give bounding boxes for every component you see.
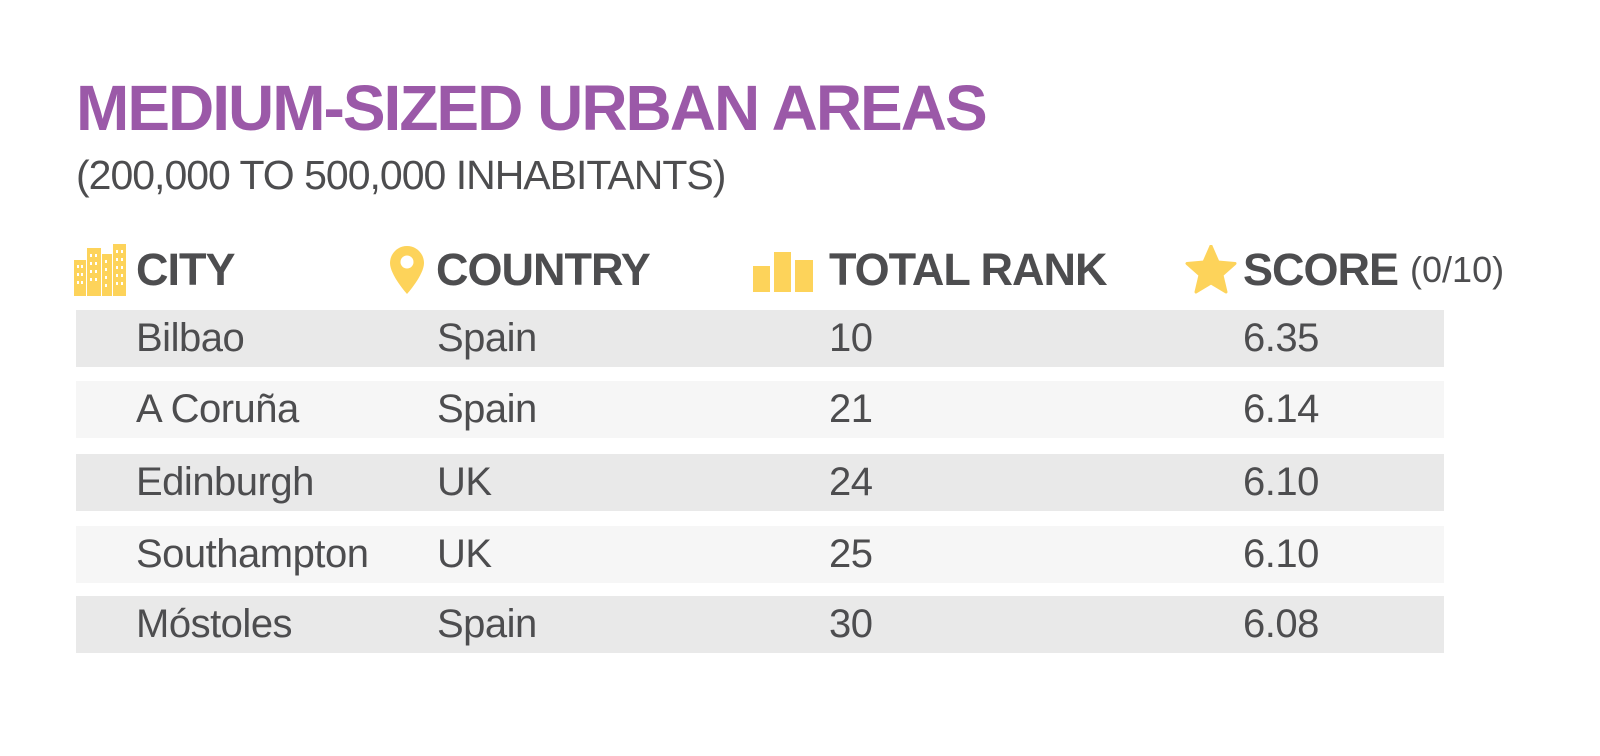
score-cell: 6.14 — [1243, 387, 1319, 431]
table-row: Móstoles Spain 30 6.08 — [76, 596, 1444, 653]
rank-cell: 30 — [829, 602, 873, 646]
score-cell: 6.10 — [1243, 532, 1319, 576]
city-cell: Southampton — [136, 532, 369, 576]
header-rank: TOTAL RANK — [753, 240, 1107, 300]
header-score-label: SCORE — [1243, 244, 1399, 295]
table-row: Bilbao Spain 10 6.35 — [76, 310, 1444, 367]
header-country: COUNTRY — [390, 240, 651, 300]
country-cell: UK — [437, 460, 492, 504]
header-rank-label: TOTAL RANK — [829, 244, 1107, 295]
country-cell: UK — [437, 532, 492, 576]
table-header: CITY COUNTRY TOTAL RANK SCORE (0/10) — [0, 240, 1600, 300]
map-pin-icon — [390, 246, 424, 294]
table-row: Southampton UK 25 6.10 — [76, 526, 1444, 583]
score-cell: 6.10 — [1243, 460, 1319, 504]
page-title: MEDIUM-SIZED URBAN AREAS — [76, 72, 988, 144]
city-cell: A Coruña — [136, 387, 299, 431]
country-cell: Spain — [437, 602, 537, 646]
rank-cell: 21 — [829, 387, 873, 431]
table-row: Edinburgh UK 24 6.10 — [76, 454, 1444, 511]
bar-chart-icon — [753, 252, 813, 292]
star-icon — [1185, 245, 1237, 294]
rank-cell: 25 — [829, 532, 873, 576]
header-score: SCORE (0/10) — [1185, 240, 1504, 300]
rank-cell: 24 — [829, 460, 873, 504]
header-city: CITY — [74, 240, 236, 300]
header-score-scale: (0/10) — [1410, 249, 1505, 290]
header-country-label: COUNTRY — [436, 244, 651, 295]
score-cell: 6.08 — [1243, 602, 1319, 646]
city-cell: Bilbao — [136, 316, 245, 360]
page-subtitle: (200,000 TO 500,000 INHABITANTS) — [76, 152, 726, 198]
country-cell: Spain — [437, 316, 537, 360]
score-cell: 6.35 — [1243, 316, 1319, 360]
city-cell: Móstoles — [136, 602, 293, 646]
city-cell: Edinburgh — [136, 460, 314, 504]
rank-cell: 10 — [829, 316, 873, 360]
country-cell: Spain — [437, 387, 537, 431]
buildings-icon — [74, 244, 126, 296]
header-city-label: CITY — [136, 244, 236, 295]
table-row: A Coruña Spain 21 6.14 — [76, 381, 1444, 438]
